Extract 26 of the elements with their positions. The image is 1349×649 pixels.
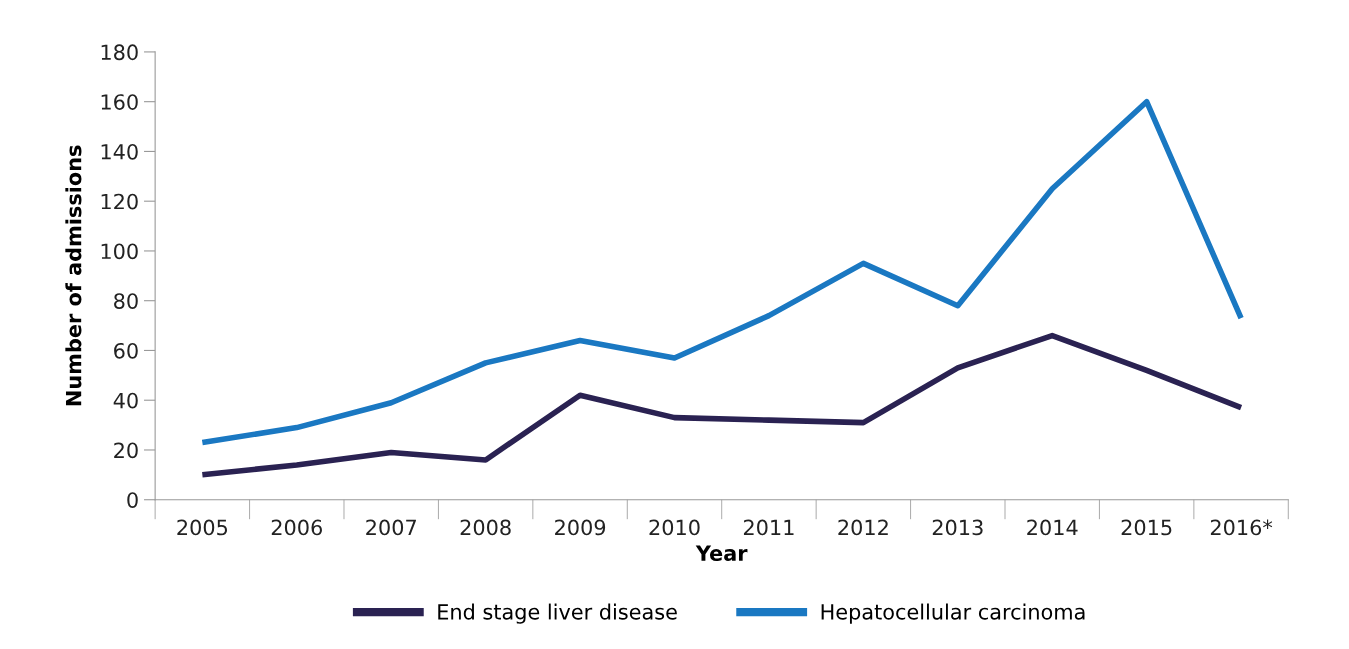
y-axis-title: Number of admissions (65, 145, 82, 406)
x-tick-label: 2011 (743, 519, 794, 536)
x-tick-label: 2010 (649, 519, 700, 536)
x-tick-label: 2016* (1210, 519, 1273, 536)
x-tick-label: 2014 (1027, 519, 1078, 536)
y-tick-label: 60 (114, 342, 138, 359)
legend-label: Hepatocellular carcinoma (821, 603, 1085, 624)
x-tick-label: 2009 (555, 519, 606, 536)
y-tick-label: 120 (101, 193, 138, 210)
y-tick-label: 160 (101, 94, 138, 110)
x-tick-label: 2005 (177, 519, 228, 536)
x-tick-label: 2015 (1121, 519, 1172, 536)
y-tick-label: 80 (114, 293, 138, 309)
legend-label: End stage liver disease (438, 603, 677, 624)
y-tick-label: 20 (114, 442, 138, 459)
x-tick-label: 2013 (932, 519, 983, 536)
x-tick-label: 2007 (366, 519, 416, 536)
y-tick-label: 40 (113, 392, 138, 409)
y-tick-label: 100 (101, 243, 138, 260)
y-tick-label: 180 (101, 44, 138, 61)
x-axis-title: Year (695, 545, 748, 562)
x-tick-label: 2006 (271, 519, 322, 536)
y-tick-label: 0 (127, 492, 138, 508)
x-tick-label: 2008 (460, 519, 511, 536)
y-tick-label: 140 (101, 143, 138, 160)
x-tick-label: 2012 (838, 519, 888, 536)
